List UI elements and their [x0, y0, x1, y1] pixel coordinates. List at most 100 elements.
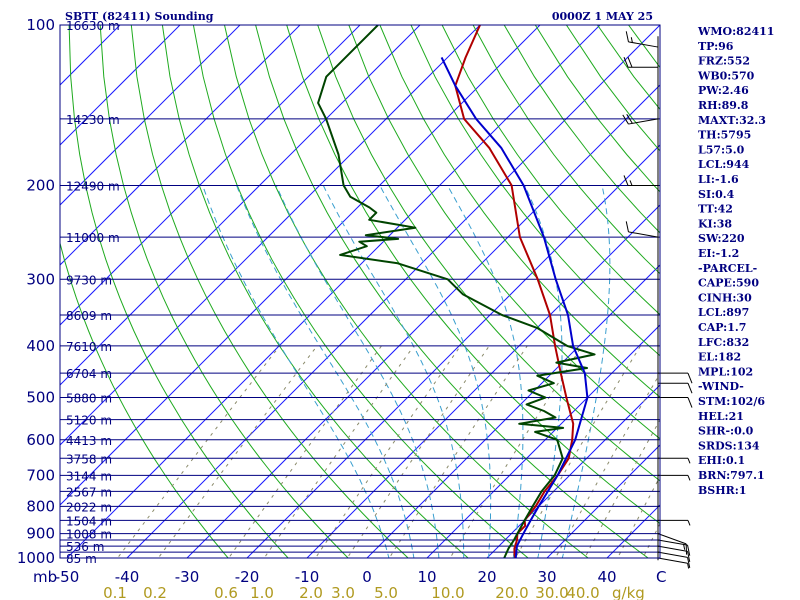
dry-adiabat-line [317, 25, 660, 482]
pressure-tick-label: 200 [26, 176, 55, 194]
moist-adiabat-line [561, 185, 611, 558]
isotherm-line [60, 25, 181, 146]
mixing-ratio-tick-label: 0.6 [214, 584, 238, 600]
dry-adiabat-line [753, 25, 800, 569]
height-label: 7610 m [66, 340, 112, 354]
height-label: 536 m [66, 540, 104, 554]
index-item: LI:-1.6 [698, 173, 739, 186]
index-item: SHR-:0.0 [698, 425, 754, 438]
height-labels: 16630 m 14230 m 12490 m 11000 m 9730 m 8609 m… [66, 19, 120, 566]
x-axis-unit-label: C [656, 568, 666, 586]
height-label: 1008 m [66, 528, 112, 542]
index-item: SI:0.4 [698, 188, 735, 201]
temperature-tick-label: 10 [417, 568, 436, 586]
temperature-tick-labels: -50 -40 -30 -20 -10 0 10 20 30 40 [55, 568, 617, 586]
index-item: -WIND- [698, 380, 744, 393]
isotherm-line [246, 144, 660, 558]
sounding-traces [317, 25, 596, 558]
moist-adiabat-line [524, 185, 563, 558]
temperature-tick-label: -30 [175, 568, 200, 586]
isotherm-line [486, 384, 660, 558]
sounding-time: 0000Z 1 MAY 25 [552, 10, 653, 23]
height-label: 4413 m [66, 434, 112, 448]
wind-barb [625, 31, 659, 48]
pressure-tick-label: 600 [26, 431, 55, 449]
index-item: LCL:897 [698, 306, 749, 319]
wind-barb [658, 457, 691, 464]
index-item: SW:220 [698, 232, 745, 245]
index-item: HEL:21 [698, 410, 744, 423]
index-item: KI:38 [698, 217, 732, 230]
index-item: CAP:1.7 [698, 321, 746, 334]
pressure-tick-labels: 100 200 300 400 500 600 700 800 900 1000 [17, 16, 55, 567]
mixing-ratio-tick-label: 30.0 [535, 584, 568, 600]
moist-adiabat-line [236, 185, 415, 558]
mixing-ratio-tick-label: 0.2 [143, 584, 167, 600]
background-grid [60, 25, 800, 569]
pressure-tick-label: 700 [26, 466, 55, 484]
wind-barbs [622, 31, 693, 569]
height-label: 2567 m [66, 485, 112, 499]
mixing-ratio-tick-label: 3.0 [331, 584, 355, 600]
index-item: EI:-1.2 [698, 247, 739, 260]
mixing-ratio-tick-label: 2.0 [299, 584, 323, 600]
index-item: CAPE:590 [698, 277, 759, 290]
index-item: RH:89.8 [698, 99, 749, 112]
temperature-tick-label: -50 [55, 568, 80, 586]
isotherm-line [60, 25, 361, 326]
index-item: MPL:102 [698, 365, 753, 378]
isotherm-line [60, 25, 481, 446]
moist-adiabat-line [322, 185, 465, 558]
parcel-trace [440, 56, 589, 558]
height-label: 16630 m [66, 19, 120, 33]
pressure-tick-label: 500 [26, 389, 55, 407]
isotherm-line [426, 324, 660, 558]
index-item: EHI:0.1 [698, 454, 745, 467]
wind-barb [658, 372, 693, 384]
plot-area [60, 25, 660, 558]
index-item: STM:102/6 [698, 395, 765, 408]
index-item: TP:96 [698, 40, 734, 53]
wind-barb [625, 221, 659, 238]
dry-adiabat-line [472, 25, 660, 275]
wind-barb [658, 382, 693, 394]
height-label: 11000 m [66, 231, 120, 245]
dewpoint-trace [317, 25, 596, 558]
mixing-ratio-line [228, 345, 382, 558]
height-label: 9730 m [66, 273, 112, 287]
mixing-ratio-line [514, 345, 641, 558]
pressure-tick-label: 800 [26, 497, 55, 515]
index-item: FRZ:552 [698, 55, 750, 68]
moist-adiabat-line [202, 185, 390, 558]
index-item: L57:5.0 [698, 143, 745, 156]
mixing-ratio-tick-label: 5.0 [374, 584, 398, 600]
isotherm-line [186, 84, 660, 558]
plot-frame [59, 24, 661, 559]
mixing-ratio-tick-label: 0.1 [103, 584, 127, 600]
temperature-tick-label: -10 [295, 568, 320, 586]
dry-adiabat-line [410, 25, 660, 357]
index-item: WB0:570 [697, 69, 755, 82]
pressure-tick-label: 400 [26, 337, 55, 355]
dry-adiabat-line [130, 25, 409, 558]
wind-barb [657, 557, 690, 569]
pressure-tick-label: 300 [26, 270, 55, 288]
height-label: 2022 m [66, 500, 112, 514]
isotherm-line [60, 25, 301, 266]
isotherm-line [60, 25, 541, 506]
dry-adiabat-line [441, 25, 660, 316]
isotherm-line [546, 444, 660, 558]
wind-barb [622, 113, 659, 125]
wind-barb [623, 57, 658, 68]
index-item: -PARCEL- [698, 262, 757, 275]
mixing-ratio-tick-label: 10.0 [431, 584, 464, 600]
dry-adiabat-line [379, 25, 660, 398]
index-item: TT:42 [698, 203, 733, 216]
index-item: EL:182 [698, 351, 741, 364]
temperature-tick-label: 40 [597, 568, 616, 586]
wind-barb [658, 474, 691, 481]
dry-adiabat-line [784, 25, 800, 569]
index-item: LFC:832 [698, 336, 749, 349]
moist-adiabat-line [379, 185, 492, 558]
